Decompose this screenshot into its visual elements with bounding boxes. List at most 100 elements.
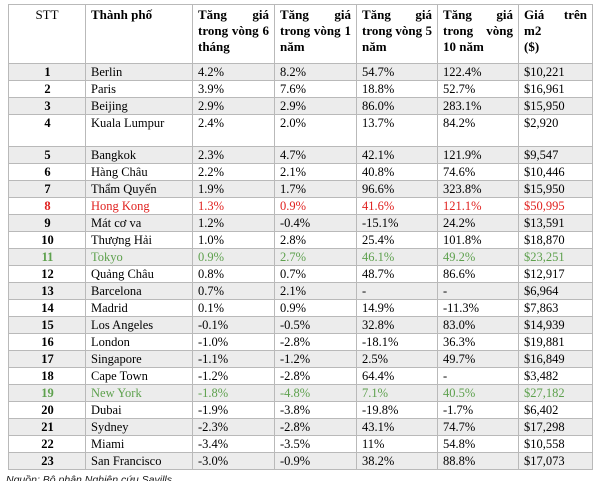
value-cell: $2,920 (518, 114, 593, 147)
value-cell: -2.8% (274, 333, 357, 351)
value-cell: - (437, 282, 519, 300)
value-cell: $7,863 (518, 299, 593, 317)
table-row: 15 Los Angeles -0.1% -0.5% 32.8% 83.0% $14,939 (8, 316, 593, 334)
row-index-cell: 12 (8, 265, 86, 283)
city-cell: Cape Town (85, 367, 193, 385)
row-index-cell: 19 (8, 384, 86, 402)
value-cell: 40.8% (356, 163, 438, 181)
table-row: 12 Quảng Châu 0.8% 0.7% 48.7% 86.6% $12,917 (8, 265, 593, 283)
value-cell: $3,482 (518, 367, 593, 385)
value-cell: -1.8% (192, 384, 275, 402)
row-index-cell: 9 (8, 214, 86, 232)
city-cell: Quảng Châu (85, 265, 193, 283)
value-cell: 52.7% (437, 80, 519, 98)
row-index-cell: 10 (8, 231, 86, 249)
value-cell: $6,964 (518, 282, 593, 300)
value-cell: $27,182 (518, 384, 593, 402)
value-cell: -2.8% (274, 418, 357, 436)
value-cell: 0.7% (274, 265, 357, 283)
value-cell: -3.4% (192, 435, 275, 453)
value-cell: 2.7% (274, 248, 357, 266)
value-cell: 0.9% (192, 248, 275, 266)
row-index-cell: 6 (8, 163, 86, 181)
value-cell: $15,950 (518, 180, 593, 198)
value-cell: - (356, 282, 438, 300)
value-cell: 88.8% (437, 452, 519, 470)
value-cell: $23,251 (518, 248, 593, 266)
value-cell: 1.3% (192, 197, 275, 215)
value-cell: 43.1% (356, 418, 438, 436)
value-cell: 86.0% (356, 97, 438, 115)
value-cell: 49.2% (437, 248, 519, 266)
table-row: 19 New York -1.8% -4.8% 7.1% 40.5% $27,182 (8, 384, 593, 402)
value-cell: 1.7% (274, 180, 357, 198)
city-cell: Kuala Lumpur (85, 114, 193, 147)
value-cell: 7.1% (356, 384, 438, 402)
value-cell: -0.4% (274, 214, 357, 232)
city-cell: Dubai (85, 401, 193, 419)
value-cell: 2.4% (192, 114, 275, 147)
header-10-years: Tăng giá trong vòng 10 năm (437, 4, 519, 64)
table-row: 13 Barcelona 0.7% 2.1% - - $6,964 (8, 282, 593, 300)
row-index-cell: 3 (8, 97, 86, 115)
table-row: 1 Berlin 4.2% 8.2% 54.7% 122.4% $10,221 (8, 63, 593, 81)
value-cell: 49.7% (437, 350, 519, 368)
value-cell: $10,446 (518, 163, 593, 181)
table-row: 18 Cape Town -1.2% -2.8% 64.4% - $3,482 (8, 367, 593, 385)
table-row: 17 Singapore -1.1% -1.2% 2.5% 49.7% $16,849 (8, 350, 593, 368)
value-cell: 0.9% (274, 299, 357, 317)
city-cell: Miami (85, 435, 193, 453)
table-header: STT Thành phố Tăng giá trong vòng 6 thán… (8, 4, 593, 64)
value-cell: 40.5% (437, 384, 519, 402)
row-index-cell: 5 (8, 146, 86, 164)
value-cell: 3.9% (192, 80, 275, 98)
value-cell: $50,995 (518, 197, 593, 215)
row-index-cell: 21 (8, 418, 86, 436)
value-cell: 54.8% (437, 435, 519, 453)
header-row: STT Thành phố Tăng giá trong vòng 6 thán… (8, 4, 593, 64)
value-cell: 283.1% (437, 97, 519, 115)
value-cell: 101.8% (437, 231, 519, 249)
value-cell: 2.8% (274, 231, 357, 249)
value-cell: 32.8% (356, 316, 438, 334)
value-cell: $10,558 (518, 435, 593, 453)
table-body: 1 Berlin 4.2% 8.2% 54.7% 122.4% $10,221 2 Paris 3… (8, 63, 593, 470)
value-cell: 46.1% (356, 248, 438, 266)
value-cell: 38.2% (356, 452, 438, 470)
row-index-cell: 7 (8, 180, 86, 198)
value-cell: 83.0% (437, 316, 519, 334)
value-cell: 1.9% (192, 180, 275, 198)
value-cell: -19.8% (356, 401, 438, 419)
value-cell: -15.1% (356, 214, 438, 232)
value-cell: -11.3% (437, 299, 519, 317)
value-cell: 24.2% (437, 214, 519, 232)
value-cell: -2.3% (192, 418, 275, 436)
value-cell: 2.9% (192, 97, 275, 115)
value-cell: -2.8% (274, 367, 357, 385)
value-cell: 96.6% (356, 180, 438, 198)
value-cell: 1.2% (192, 214, 275, 232)
value-cell: $14,939 (518, 316, 593, 334)
table-row: 9 Mát cơ va 1.2% -0.4% -15.1% 24.2% $13,591 (8, 214, 593, 232)
table-row: 4 Kuala Lumpur 2.4% 2.0% 13.7% 84.2% $2,920 (8, 114, 593, 147)
header-stt: STT (8, 4, 86, 64)
row-index-cell: 1 (8, 63, 86, 81)
city-cell: Berlin (85, 63, 193, 81)
value-cell: -0.1% (192, 316, 275, 334)
value-cell: 14.9% (356, 299, 438, 317)
city-price-table: STT Thành phố Tăng giá trong vòng 6 thán… (8, 4, 593, 470)
table-row: 8 Hong Kong 1.3% 0.9% 41.6% 121.1% $50,995 (8, 197, 593, 215)
value-cell: -1.1% (192, 350, 275, 368)
value-cell: $17,073 (518, 452, 593, 470)
value-cell: -3.5% (274, 435, 357, 453)
value-cell: $16,961 (518, 80, 593, 98)
header-1-year: Tăng giá trong vòng 1 năm (274, 4, 357, 64)
value-cell: 11% (356, 435, 438, 453)
table-row: 10 Thượng Hải 1.0% 2.8% 25.4% 101.8% $18,870 (8, 231, 593, 249)
table-row: 2 Paris 3.9% 7.6% 18.8% 52.7% $16,961 (8, 80, 593, 98)
value-cell: -1.2% (274, 350, 357, 368)
header-6-months: Tăng giá trong vòng 6 tháng (192, 4, 275, 64)
table-row: 16 London -1.0% -2.8% -18.1% 36.3% $19,881 (8, 333, 593, 351)
city-cell: Los Angeles (85, 316, 193, 334)
row-index-cell: 8 (8, 197, 86, 215)
